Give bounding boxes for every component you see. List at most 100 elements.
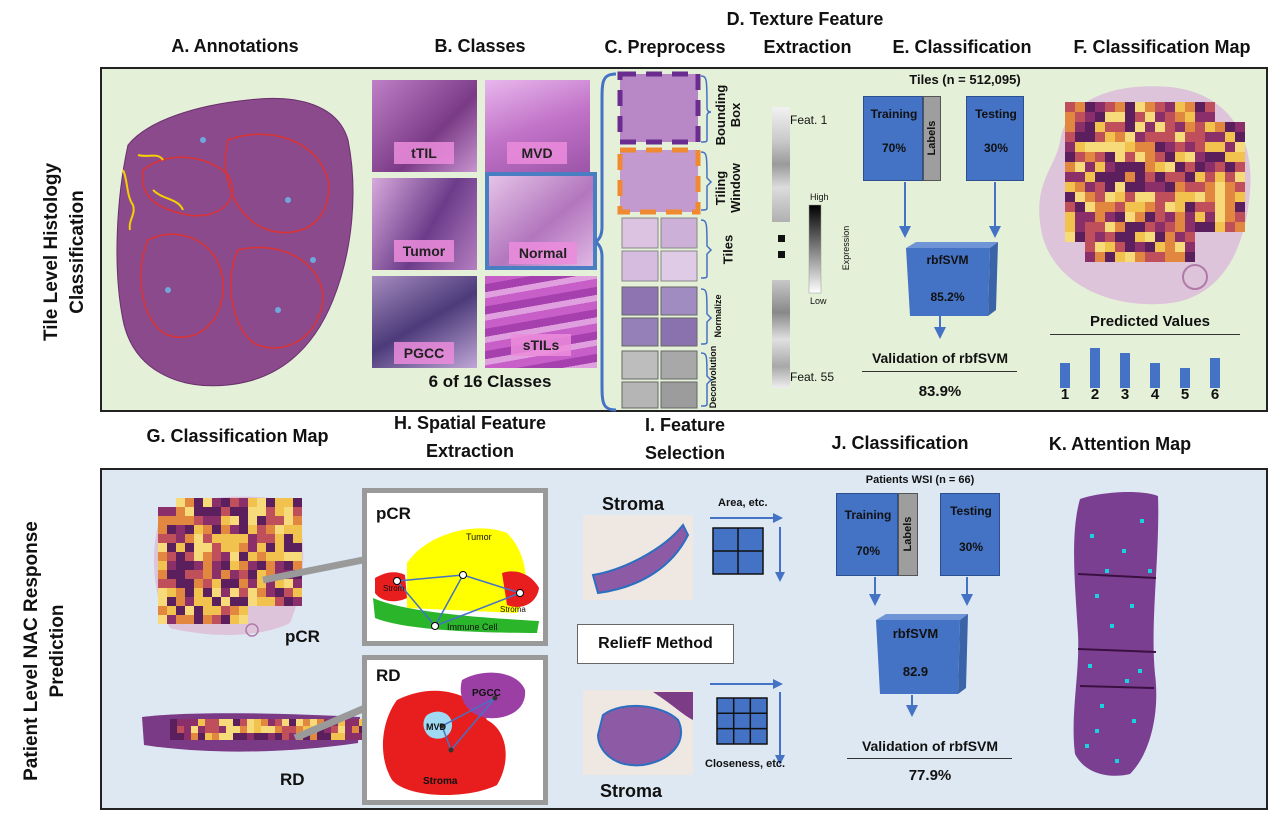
heatmap-tile: [1095, 202, 1105, 212]
title-attention-map: K. Attention Map: [1048, 434, 1192, 454]
heatmap-tile: [248, 570, 257, 579]
predicted-bar: [1090, 348, 1100, 388]
heatmap-tile: [1135, 102, 1145, 112]
heatmap-tile: [266, 597, 275, 606]
heatmap-tile: [212, 534, 221, 543]
heatmap-tile: [1235, 202, 1245, 212]
labels-text-top: Labels: [926, 120, 938, 156]
heatmap-tile: [282, 733, 289, 740]
heatmap-tile: [1185, 202, 1195, 212]
heatmap-tile: [1115, 232, 1125, 242]
heatmap-tile: [1185, 222, 1195, 232]
heatmap-tile: [1145, 142, 1155, 152]
heatmap-tile: [1195, 152, 1205, 162]
heatmap-tile: [268, 733, 275, 740]
heatmap-tile: [1105, 102, 1115, 112]
heatmap-tile: [1135, 162, 1145, 172]
heatmap-tile: [248, 579, 257, 588]
heatmap-tile: [257, 534, 266, 543]
validation-label-top: Validation of rbfSVM: [871, 350, 1009, 366]
predicted-rule: [1050, 334, 1240, 335]
testing-label-bottom: Testing: [950, 504, 992, 518]
title-classification-e: E. Classification: [892, 37, 1032, 57]
heatmap-tile: [158, 615, 167, 624]
heatmap-tile: [221, 525, 230, 534]
heatmap-tile: [194, 615, 203, 624]
class-tile-tumor: Tumor: [372, 178, 477, 270]
heatmap-tile: [293, 552, 302, 561]
heatmap-tile: [221, 543, 230, 552]
heatmap-tile: [1205, 182, 1215, 192]
heatmap-tile: [191, 726, 198, 733]
heatmap-tile: [1115, 172, 1125, 182]
heatmap-tile: [233, 733, 240, 740]
spatial-label-mvd: MVD: [426, 722, 446, 732]
heatmap-tile: [1185, 112, 1195, 122]
heatmap-tile: [266, 552, 275, 561]
heatmap-tile: [226, 719, 233, 726]
heatmap-tile: [212, 726, 219, 733]
heatmap-tile: [1165, 132, 1175, 142]
spatial-label-stroma-left: Strom: [383, 584, 405, 593]
heatmap-tile: [194, 597, 203, 606]
heatmap-tile: [1085, 172, 1095, 182]
heatmap-tile: [261, 719, 268, 726]
heatmap-tile: [257, 570, 266, 579]
heatmap-tile: [1135, 202, 1145, 212]
heatmap-tile: [1085, 192, 1095, 202]
heatmap-tile: [185, 498, 194, 507]
heatmap-tile: [185, 516, 194, 525]
heatmap-tile: [1235, 182, 1245, 192]
heatmap-tile: [1225, 222, 1235, 232]
heatmap-tile: [1085, 252, 1095, 262]
heatmap-tile: [293, 516, 302, 525]
spatial-title-pcr: pCR: [376, 504, 411, 523]
heatmap-tile: [266, 534, 275, 543]
heatmap-tile: [1115, 162, 1125, 172]
heatmap-tile: [268, 719, 275, 726]
heatmap-tile: [1185, 172, 1195, 182]
heatmap-tile: [1075, 132, 1085, 142]
heatmap-tile: [1145, 192, 1155, 202]
heatmap-tile: [203, 543, 212, 552]
heatmap-tile: [158, 525, 167, 534]
heatmap-tile: [247, 733, 254, 740]
training-pct-bottom: 70%: [855, 544, 881, 558]
heatmap-tile: [239, 507, 248, 516]
heatmap-tile: [1205, 212, 1215, 222]
heatmap-tile: [239, 606, 248, 615]
heatmap-tile: [275, 534, 284, 543]
heatmap-tile: [1125, 172, 1135, 182]
heatmap-tile: [1155, 172, 1165, 182]
heatmap-tile: [176, 579, 185, 588]
heatmap-tile: [293, 543, 302, 552]
heatmap-tile: [203, 507, 212, 516]
heatmap-tile: [275, 726, 282, 733]
heatmap-tile: [275, 516, 284, 525]
heatmap-tile: [194, 516, 203, 525]
expression-scale: [808, 204, 822, 294]
heatmap-tile: [194, 507, 203, 516]
heatmap-tile: [203, 570, 212, 579]
heatmap-tile: [352, 726, 359, 733]
heatmap-tile: [1095, 162, 1105, 172]
heatmap-tile: [226, 726, 233, 733]
heatmap-tile: [257, 561, 266, 570]
heatmap-tile: [293, 534, 302, 543]
testing-label-top: Testing: [975, 107, 1017, 121]
heatmap-tile: [284, 579, 293, 588]
spatial-label-tumor: Tumor: [466, 532, 492, 542]
title-classification-j: J. Classification: [831, 433, 969, 453]
heatmap-tile: [284, 516, 293, 525]
heatmap-tile: [324, 733, 331, 740]
heatmap-tile: [1135, 182, 1145, 192]
heatmap-tile: [158, 507, 167, 516]
stroma-image-top: [583, 515, 693, 600]
heatmap-tile: [1165, 102, 1175, 112]
predicted-x-label: 1: [1060, 386, 1070, 403]
title-spatial-line1: H. Spatial Feature: [393, 413, 547, 433]
class-tile-ttil: tTIL: [372, 80, 477, 172]
heatmap-tile: [1235, 132, 1245, 142]
feat-first-label: Feat. 1: [790, 113, 828, 127]
preprocess-steps: [617, 71, 713, 409]
